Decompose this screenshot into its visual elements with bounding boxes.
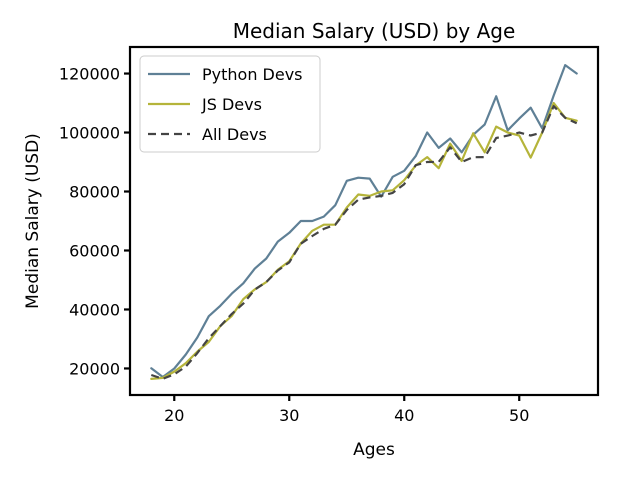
x-axis-label: Ages [353, 440, 395, 460]
x-tick-label: 40 [394, 406, 414, 425]
x-axis: 20 30 40 50 [164, 395, 529, 425]
series-line-all-devs [150, 105, 578, 380]
series-layer [150, 63, 578, 380]
x-tick-label: 30 [279, 406, 299, 425]
legend-label: All Devs [202, 125, 267, 144]
y-tick-label: 20000 [69, 359, 120, 378]
y-axis: 20000 40000 60000 80000 100000 120000 [59, 65, 130, 378]
legend-box [139, 55, 321, 153]
legend-label: Python Devs [202, 65, 303, 84]
chart-title: Median Salary (USD) by Age [233, 19, 516, 43]
x-tick-label: 20 [164, 406, 184, 425]
plot-frame [128, 45, 600, 397]
y-tick-label: 80000 [69, 183, 120, 202]
legend: Python Devs JS Devs All Devs [139, 55, 321, 153]
y-tick-label: 100000 [59, 124, 120, 143]
y-tick-label: 60000 [69, 241, 120, 260]
legend-label: JS Devs [201, 95, 262, 114]
y-tick-label: 40000 [69, 300, 120, 319]
y-tick-label: 120000 [59, 65, 120, 84]
x-tick-label: 50 [509, 406, 529, 425]
y-axis-label: Median Salary (USD) [23, 133, 43, 309]
series-line-python-devs [150, 63, 578, 379]
